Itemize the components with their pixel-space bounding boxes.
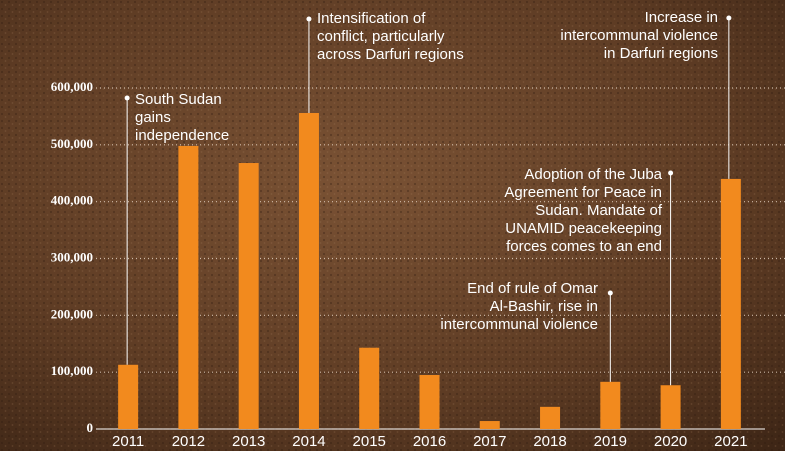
annotation-text: Agreement for Peace in <box>504 184 662 201</box>
y-tick-label: 100,000 <box>51 363 93 378</box>
bar <box>359 348 379 429</box>
x-tick-label: 2020 <box>654 433 687 450</box>
annotation-text: Sudan. Mandate of <box>535 202 663 219</box>
annotation-text: South Sudan <box>135 91 222 108</box>
y-tick-label: 600,000 <box>51 79 93 94</box>
x-tick-label: 2016 <box>413 433 446 450</box>
bar <box>661 385 681 429</box>
annotation-text: intercommunal violence <box>560 27 718 44</box>
annotation-text: independence <box>135 127 229 144</box>
x-tick-label: 2014 <box>292 433 325 450</box>
y-tick-label: 300,000 <box>51 249 93 264</box>
bar <box>178 146 198 429</box>
x-tick-label: 2017 <box>473 433 506 450</box>
bar <box>540 407 560 429</box>
annotation-text: End of rule of Omar <box>467 280 598 297</box>
annotation-text: Adoption of the Juba <box>524 166 662 183</box>
y-tick-label: 400,000 <box>51 193 93 208</box>
texture <box>0 0 785 451</box>
annotation-dot <box>306 17 311 22</box>
x-tick-label: 2011 <box>112 433 144 450</box>
x-tick-label: 2012 <box>172 433 205 450</box>
bar <box>299 113 319 429</box>
x-tick-label: 2015 <box>353 433 386 450</box>
bar <box>480 421 500 429</box>
annotation-text: Intensification of <box>317 10 426 27</box>
x-tick-label: 2019 <box>594 433 627 450</box>
annotation-text: in Darfuri regions <box>604 45 718 62</box>
bar <box>239 163 259 429</box>
chart: 0 100,000 200,000 300,000 400,000 500,000 600,… <box>0 0 785 451</box>
y-tick-label: 500,000 <box>51 136 93 151</box>
x-tick-label: 2013 <box>232 433 265 450</box>
annotation-text: across Darfuri regions <box>317 46 464 63</box>
annotation-dot <box>726 16 731 21</box>
annotation-dot <box>608 291 613 296</box>
bar <box>721 179 741 429</box>
annotation-dot <box>125 96 130 101</box>
annotation-text: gains <box>135 109 171 126</box>
annotation-text: intercommunal violence <box>440 316 598 333</box>
annotation-text: forces comes to an end <box>506 238 662 255</box>
x-tick-label: 2018 <box>533 433 566 450</box>
annotation-text: conflict, particularly <box>317 28 445 45</box>
annotation-text: Increase in <box>645 9 718 26</box>
x-tick-label: 2021 <box>714 433 747 450</box>
annotation-text: Al-Bashir, rise in <box>490 298 598 315</box>
annotation-text: UNAMID peacekeeping <box>505 220 662 237</box>
y-tick-label: 200,000 <box>51 306 93 321</box>
bar <box>600 382 620 429</box>
bar <box>118 365 138 429</box>
annotation-dot <box>668 171 673 176</box>
bar <box>420 375 440 429</box>
y-tick-label: 0 <box>87 420 94 435</box>
page: {"chart_data": {"type": "bar", "categori… <box>0 0 785 451</box>
